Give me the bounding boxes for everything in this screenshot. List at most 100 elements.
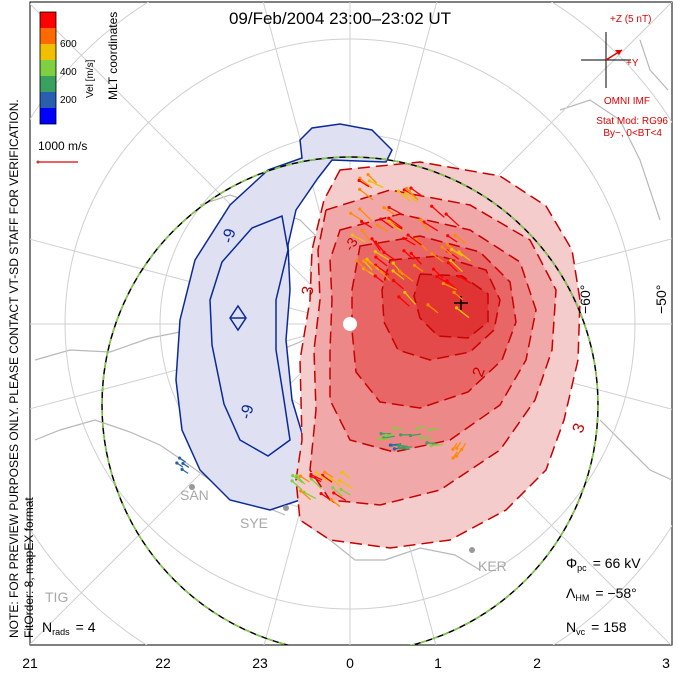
velocity-vector: [392, 270, 405, 281]
velocity-vector: [310, 473, 323, 481]
contour-label-3-left: 3: [299, 285, 317, 297]
nvc-stat: Nvc = 158: [566, 619, 627, 637]
velocity-vector: [339, 479, 354, 490]
velocity-vector-origin: [309, 477, 314, 481]
velocity-vector-origin: [363, 258, 367, 263]
velocity-vector: [371, 238, 381, 251]
velocity-vector-origin: [328, 476, 332, 480]
mlt-tick-2: 2: [533, 655, 541, 671]
velocity-vector-origin: [454, 306, 459, 310]
velocity-vector-origin: [357, 187, 362, 191]
velocity-vector: [322, 474, 333, 483]
velocity-vector: [410, 187, 422, 196]
velocity-vector-origin: [357, 178, 361, 183]
velocity-vector: [375, 264, 390, 276]
velocity-vector: [451, 248, 463, 257]
velocity-vector-origin: [441, 281, 445, 286]
velocity-vector: [399, 270, 414, 282]
velocity-vector: [408, 190, 419, 201]
mlt-tick-23: 23: [252, 655, 268, 671]
hm-boundary-green: [101, 156, 599, 645]
velocity-vector-origin: [358, 207, 362, 211]
mlt-tick-0: 0: [346, 655, 354, 671]
velocity-vector-origin: [387, 205, 391, 210]
velocity-vector-origin: [397, 446, 401, 450]
velocity-vector-origin: [370, 237, 374, 241]
velocity-vector-origin: [331, 486, 335, 490]
imf-z-label: +Z (5 nT): [610, 14, 651, 25]
velocity-vector-origin: [332, 491, 336, 495]
velocity-vector-origin: [391, 261, 395, 265]
velocity-vector: [447, 262, 458, 273]
velocity-vector-origin: [401, 236, 406, 241]
map-title: 09/Feb/2004 23:00–23:02 UT: [229, 9, 451, 28]
velocity-vector: [374, 251, 390, 261]
lat-label-50: −50°: [653, 285, 669, 314]
velocity-colorbar: 600 400 200 Vel [m/s]: [39, 11, 96, 125]
velocity-vector: [427, 304, 439, 314]
velocity-vector: [375, 241, 386, 254]
velocity-vector-origin: [451, 456, 455, 460]
velocity-vector: [356, 260, 369, 273]
velocity-vector-origin: [409, 186, 413, 190]
velocity-vector: [333, 492, 347, 502]
velocity-vector: [404, 292, 417, 305]
velocity-vector-origin: [457, 274, 461, 278]
velocity-vector-origin: [295, 474, 299, 478]
velocity-vector-origin: [455, 446, 459, 450]
velocity-vector: [450, 260, 463, 273]
velocity-vector: [421, 436, 433, 440]
velocity-vector: [300, 490, 311, 501]
velocity-vector-origin: [298, 474, 302, 478]
velocity-vector-origin: [415, 426, 419, 430]
velocity-vector-origin: [430, 204, 434, 208]
velocity-vector: [369, 180, 384, 189]
velocity-vector-origin: [329, 498, 333, 502]
velocity-vector: [399, 447, 411, 451]
station-label-tig: TIG: [45, 589, 68, 605]
velocity-vector-origin: [349, 211, 353, 215]
velocity-vector-origin: [397, 295, 401, 299]
velocity-vector-origin: [406, 233, 410, 237]
velocity-vector: [340, 488, 351, 496]
coord-label: MLT coordinates: [106, 12, 120, 100]
velocity-vector-origin: [373, 250, 377, 254]
imf-y-label: +Y: [626, 58, 639, 69]
velocity-vectors: [175, 173, 472, 508]
velocity-vector: [393, 280, 404, 290]
velocity-vector-origin: [309, 474, 313, 478]
velocity-vector-origin: [404, 191, 408, 195]
velocity-vector-origin: [359, 219, 364, 224]
velocity-vector-origin: [181, 461, 185, 466]
velocity-vector: [388, 217, 403, 229]
velocity-vector-origin: [409, 251, 413, 255]
velocity-vector: [454, 234, 467, 245]
velocity-vector: [403, 237, 416, 246]
imf-clock: +Z (5 nT) +Y: [581, 14, 651, 88]
magnetic-pole-marker: [343, 317, 357, 331]
vector-scale-label: 1000 m/s: [38, 139, 87, 153]
velocity-vector-origin: [360, 228, 364, 232]
station-label-sye: SYE: [240, 515, 268, 531]
velocity-vector-origin: [451, 447, 455, 451]
velocity-vector-origin: [398, 269, 402, 273]
velocity-vector: [445, 213, 460, 227]
contour-label-neg9-bottom: -9: [237, 403, 257, 421]
velocity-vector: [431, 253, 444, 263]
velocity-vector-origin: [430, 252, 434, 256]
velocity-vector-origin: [397, 443, 401, 447]
velocity-vector-origin: [429, 443, 433, 448]
station-markers: [189, 484, 475, 553]
velocity-vector: [303, 491, 317, 500]
velocity-vector-origin: [382, 250, 386, 254]
velocity-vector-origin: [444, 212, 448, 216]
velocity-vector: [447, 235, 458, 243]
velocity-vector: [350, 212, 362, 221]
velocity-vector: [359, 188, 374, 201]
velocity-vector-origin: [315, 471, 319, 475]
velocity-vector-origin: [388, 443, 392, 447]
station-label-ker: KER: [478, 558, 507, 574]
velocity-vector: [292, 475, 304, 484]
velocity-vector-origin: [431, 267, 436, 271]
